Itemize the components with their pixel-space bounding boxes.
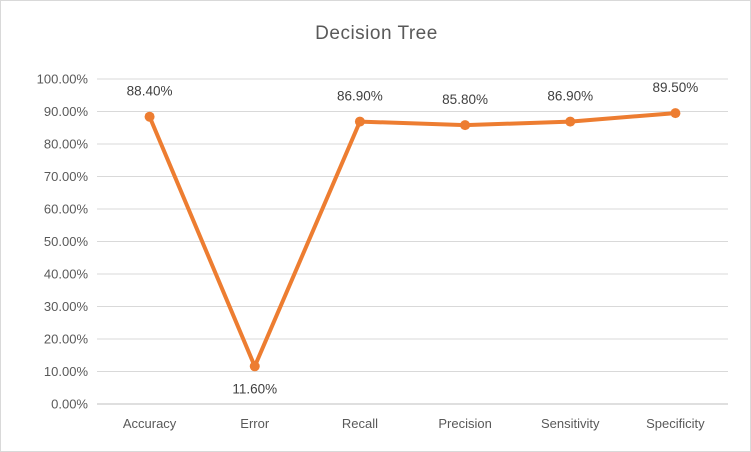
data-point-marker xyxy=(249,361,260,372)
data-label: 86.90% xyxy=(337,89,383,104)
y-tick-label: 100.00% xyxy=(37,72,89,87)
x-category-label: Sensitivity xyxy=(541,416,600,431)
y-tick-label: 60.00% xyxy=(44,202,89,217)
data-point-marker xyxy=(670,108,681,119)
series-line xyxy=(147,111,678,369)
data-point-marker xyxy=(144,111,155,122)
x-category-label: Precision xyxy=(438,416,491,431)
data-label: 88.40% xyxy=(127,84,173,99)
data-label: 89.50% xyxy=(653,80,699,95)
data-point-marker xyxy=(565,116,576,127)
y-tick-label: 30.00% xyxy=(44,299,89,314)
y-tick-label: 20.00% xyxy=(44,332,89,347)
data-point-marker xyxy=(460,120,471,131)
y-tick-label: 0.00% xyxy=(51,397,88,412)
y-tick-label: 90.00% xyxy=(44,104,89,119)
y-tick-label: 10.00% xyxy=(44,364,89,379)
chart-title: Decision Tree xyxy=(315,23,438,44)
y-tick-label: 80.00% xyxy=(44,137,89,152)
data-label: 11.60% xyxy=(232,381,277,396)
y-tick-label: 70.00% xyxy=(44,169,89,184)
y-tick-label: 40.00% xyxy=(44,267,89,282)
x-category-label: Recall xyxy=(342,416,378,431)
data-label: 85.80% xyxy=(442,92,488,107)
data-label: 86.90% xyxy=(547,89,593,104)
data-point-marker xyxy=(354,116,365,127)
y-tick-label: 50.00% xyxy=(44,234,89,249)
x-category-label: Error xyxy=(240,416,270,431)
x-category-label: Accuracy xyxy=(123,416,177,431)
x-category-label: Specificity xyxy=(646,416,705,431)
